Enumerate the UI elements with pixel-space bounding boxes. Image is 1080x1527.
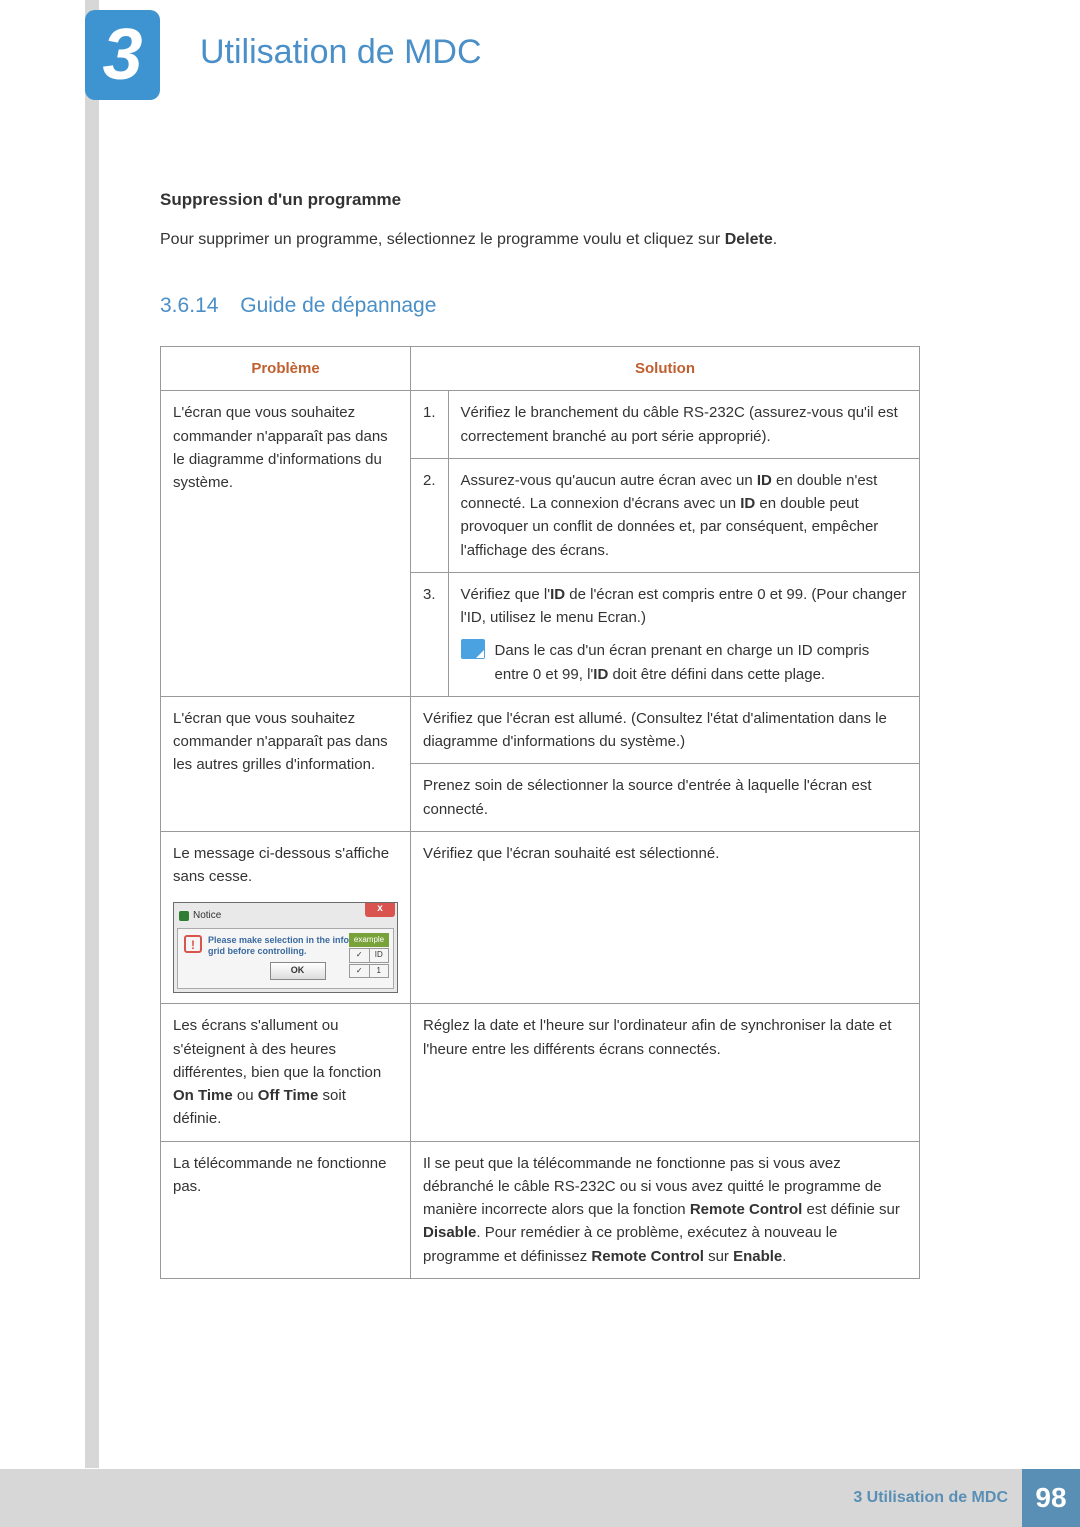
table-row: L'écran que vous souhaitez commander n'a… [161,696,920,764]
th-solution: Solution [411,347,920,391]
num-label: 1 [370,965,389,977]
t: doit être défini dans cette plage. [608,666,825,683]
cell-problem-4: Les écrans s'allument ou s'éteignent à d… [161,1004,411,1141]
intro-post: . [773,231,777,248]
cell-problem-3: Le message ci-dessous s'affiche sans ces… [161,831,411,1004]
chapter-title: Utilisation de MDC [200,33,482,72]
cell-problem-2: L'écran que vous souhaitez commander n'a… [161,696,411,831]
dialog-side-panel: example ✓ID ✓1 [349,933,389,978]
id-label: ID [370,949,389,961]
cell-num-3: 3. [411,572,449,696]
intro-bold: Delete [725,231,773,248]
intro-paragraph: Pour supprimer un programme, sélectionne… [160,228,920,252]
dialog-close-icon: x [365,903,395,917]
cell-sol-1-1: Vérifiez le branchement du câble RS-232C… [448,391,919,459]
cell-sol-2-2: Prenez soin de sélectionner la source d'… [411,764,920,832]
cell-problem-5: La télécommande ne fonctionne pas. [161,1141,411,1278]
troubleshoot-table: Problème Solution L'écran que vous souha… [160,346,920,1279]
t: . [782,1248,786,1265]
page-footer: 3 Utilisation de MDC 98 [0,1469,1080,1527]
warning-icon: ! [184,935,202,953]
intro-pre: Pour supprimer un programme, sélectionne… [160,231,725,248]
footer-text: 3 Utilisation de MDC [853,1489,1008,1507]
dialog-body: ! Please make selection in the informati… [177,928,394,990]
t: est définie sur [802,1201,900,1218]
cell-sol-1-3: Vérifiez que l'ID de l'écran est compris… [448,572,919,696]
t: Les écrans s'allument ou s'éteignent à d… [173,1017,381,1081]
bold-id: ID [550,586,565,603]
cell-num-1: 1. [411,391,449,459]
note-icon [461,639,485,659]
bold-enable: Enable [733,1248,782,1265]
bold-remote: Remote Control [690,1201,803,1218]
table-row: L'écran que vous souhaitez commander n'a… [161,391,920,459]
dialog-ok-button: OK [270,962,326,980]
bold-remote: Remote Control [591,1248,704,1265]
bold-id: ID [757,472,772,489]
bold-on-time: On Time [173,1087,233,1104]
check-icon: ✓ [350,965,370,977]
section-number: 3.6.14 [160,294,218,317]
footer-page-number: 98 [1022,1469,1080,1527]
t: sur [704,1248,733,1265]
table-row: Le message ci-dessous s'affiche sans ces… [161,831,920,1004]
bold-off-time: Off Time [258,1087,319,1104]
page-content: Suppression d'un programme Pour supprime… [160,190,920,1279]
chapter-number: 3 [102,14,142,96]
left-sidebar-stripe [85,0,99,1468]
cell-num-2: 2. [411,458,449,572]
note-row: Dans le cas d'un écran prenant en charge… [461,639,907,686]
check-icon: ✓ [350,949,370,961]
t: ou [233,1087,258,1104]
bold-id: ID [593,666,608,683]
subheading: Suppression d'un programme [160,190,920,210]
t: Assurez-vous qu'aucun autre écran avec u… [461,472,757,489]
table-row: Les écrans s'allument ou s'éteignent à d… [161,1004,920,1141]
section-heading: 3.6.14 Guide de dépannage [160,294,920,318]
cell-problem-1: L'écran que vous souhaitez commander n'a… [161,391,411,697]
cell-sol-5: Il se peut que la télécommande ne foncti… [411,1141,920,1278]
section-title: Guide de dépannage [240,294,436,317]
th-problem: Problème [161,347,411,391]
cell-sol-4: Réglez la date et l'heure sur l'ordinate… [411,1004,920,1141]
t: Le message ci-dessous s'affiche sans ces… [173,845,389,885]
t: Vérifiez que l' [461,586,551,603]
example-label: example [349,933,389,947]
dialog-app-icon [179,911,189,921]
cell-sol-3: Vérifiez que l'écran souhaité est sélect… [411,831,920,1004]
cell-sol-1-2: Assurez-vous qu'aucun autre écran avec u… [448,458,919,572]
bold-id: ID [740,495,755,512]
dialog-titlebar: Notice [177,906,394,926]
cell-sol-2-1: Vérifiez que l'écran est allumé. (Consul… [411,696,920,764]
chapter-badge: 3 [85,10,160,100]
dialog-title: Notice [193,908,221,924]
bold-disable: Disable [423,1224,476,1241]
table-header-row: Problème Solution [161,347,920,391]
dialog-screenshot: x Notice ! Please make selection in the … [173,902,398,993]
note-text: Dans le cas d'un écran prenant en charge… [495,639,907,686]
table-row: La télécommande ne fonctionne pas. Il se… [161,1141,920,1278]
